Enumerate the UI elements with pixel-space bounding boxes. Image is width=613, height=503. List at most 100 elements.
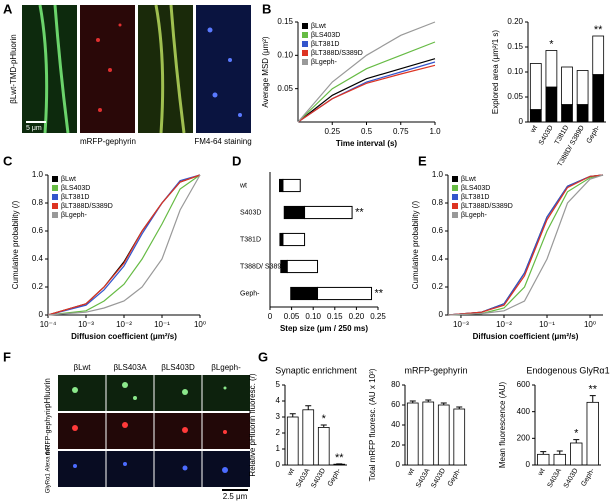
x-tick-label: 10⁰ — [584, 320, 596, 329]
y-tick-label: 0 — [39, 310, 44, 319]
y-tick-label: 40 — [391, 420, 400, 429]
y-tick-label: 0.4 — [432, 254, 444, 263]
image-label: mRFP-gephyrin — [80, 137, 136, 146]
panel-letter: F — [3, 349, 11, 364]
y-tick-label: 0.05 — [277, 84, 293, 93]
y-axis-label: Cumulative probability (/) — [411, 200, 420, 289]
legend-swatch — [452, 203, 458, 209]
box-upper — [282, 232, 306, 247]
y-axis-label: Cumulative probability (/) — [11, 200, 20, 289]
x-tick-label: 0.75 — [393, 127, 409, 136]
image — [80, 5, 135, 133]
image — [196, 5, 251, 133]
x-tick-label: 0.10 — [305, 312, 321, 321]
chart-title: Endogenous GlyRα1 — [526, 365, 609, 375]
column-label: βLS403A — [113, 363, 147, 372]
legend-swatch — [452, 176, 458, 182]
data-line — [297, 41, 436, 123]
bar — [406, 402, 419, 466]
bar-segment — [529, 63, 542, 110]
legend-swatch — [302, 23, 308, 29]
y-tick-label: 0.20 — [507, 17, 523, 26]
x-tick-label: 10⁻² — [116, 320, 132, 329]
legend-label: βLgeph- — [311, 59, 337, 66]
bar-segment — [545, 86, 558, 123]
bar-segment — [545, 50, 558, 88]
scale-label: 2.5 μm — [223, 492, 248, 501]
y-tick-label: 0.6 — [432, 226, 444, 235]
panel-letter: A — [3, 1, 13, 16]
bar — [437, 404, 450, 466]
data-line — [447, 174, 604, 316]
legend-label: βLwt — [61, 176, 76, 183]
image-content — [73, 462, 228, 473]
box-upper — [286, 259, 319, 274]
image-content — [72, 422, 227, 434]
bar — [586, 401, 599, 466]
x-tick-label: S403D — [310, 467, 327, 489]
x-tick-label: 0.20 — [349, 312, 365, 321]
y-tick-label: 1.0 — [32, 170, 44, 179]
y-tick-label: 0.8 — [432, 198, 444, 207]
legend-swatch — [452, 212, 458, 218]
chart-title: mRFP-gephyrin — [404, 365, 467, 375]
y-tick-label: 0.05 — [507, 92, 523, 101]
error-bar — [556, 450, 563, 455]
box-upper — [317, 286, 373, 301]
error-bar — [540, 451, 547, 455]
x-tick-label: 0.5 — [361, 127, 373, 136]
legend-label: βLwt — [311, 23, 326, 30]
y-tick-label: 200 — [517, 433, 531, 442]
image-panel-f: βLwt βLS403A βLS403D βLgeph- pHluorin mR… — [43, 363, 250, 501]
error-bar — [409, 400, 416, 403]
panel-letter: D — [232, 153, 241, 168]
data-line — [297, 64, 436, 123]
box-upper — [304, 205, 353, 220]
bar-segment — [592, 74, 605, 123]
x-tick-label: T381D — [554, 124, 571, 146]
legend-label: βLS403D — [311, 32, 340, 39]
x-tick-label: S403A — [415, 467, 432, 489]
column-label: βLS403D — [161, 363, 195, 372]
legend-swatch — [452, 194, 458, 200]
error-bar — [589, 395, 596, 403]
bar — [317, 426, 330, 466]
y-tick-label: 600 — [517, 380, 531, 389]
y-tick-label: S403D — [240, 209, 261, 216]
y-tick-label: 0 — [519, 117, 524, 126]
y-tick-label: 0 — [526, 460, 531, 469]
image — [138, 5, 193, 133]
chart-title: Synaptic enrichment — [275, 365, 357, 375]
x-tick-label: 0 — [268, 312, 273, 321]
x-tick-label: wt — [529, 124, 539, 134]
panel-letter: G — [258, 349, 268, 364]
y-tick-label: T388D/ S389D — [240, 263, 286, 270]
y-tick-label: 0.10 — [277, 50, 293, 59]
bar — [422, 401, 435, 466]
x-tick-label: S403A — [547, 467, 564, 489]
x-tick-label: 10⁻³ — [453, 320, 469, 329]
x-axis-label: Step size (μm / 250 ms) — [280, 324, 368, 333]
bar-segment — [576, 70, 589, 105]
error-bar — [320, 424, 327, 428]
y-axis-label: Average MSD (μm²) — [261, 36, 270, 107]
legend-label: βLgeph- — [61, 212, 87, 219]
image-content — [96, 23, 122, 112]
x-tick-label: wt — [406, 467, 416, 477]
x-tick-label: 0.25 — [370, 312, 386, 321]
x-tick-label: 10⁻¹ — [154, 320, 170, 329]
x-tick-label: Geph- — [327, 467, 343, 488]
error-bar — [456, 406, 463, 409]
image-content — [38, 4, 70, 134]
legend-swatch — [52, 185, 58, 191]
image-content — [207, 27, 242, 117]
panel-letter: C — [3, 153, 13, 168]
legend-swatch — [452, 185, 458, 191]
x-tick-label: 10⁻¹ — [539, 320, 555, 329]
x-tick-label: 10⁻² — [496, 320, 512, 329]
x-axis-label: Time interval (s) — [336, 139, 398, 148]
data-line — [47, 174, 201, 316]
box-lower — [283, 205, 306, 220]
x-tick-label: Geph- — [586, 124, 602, 145]
